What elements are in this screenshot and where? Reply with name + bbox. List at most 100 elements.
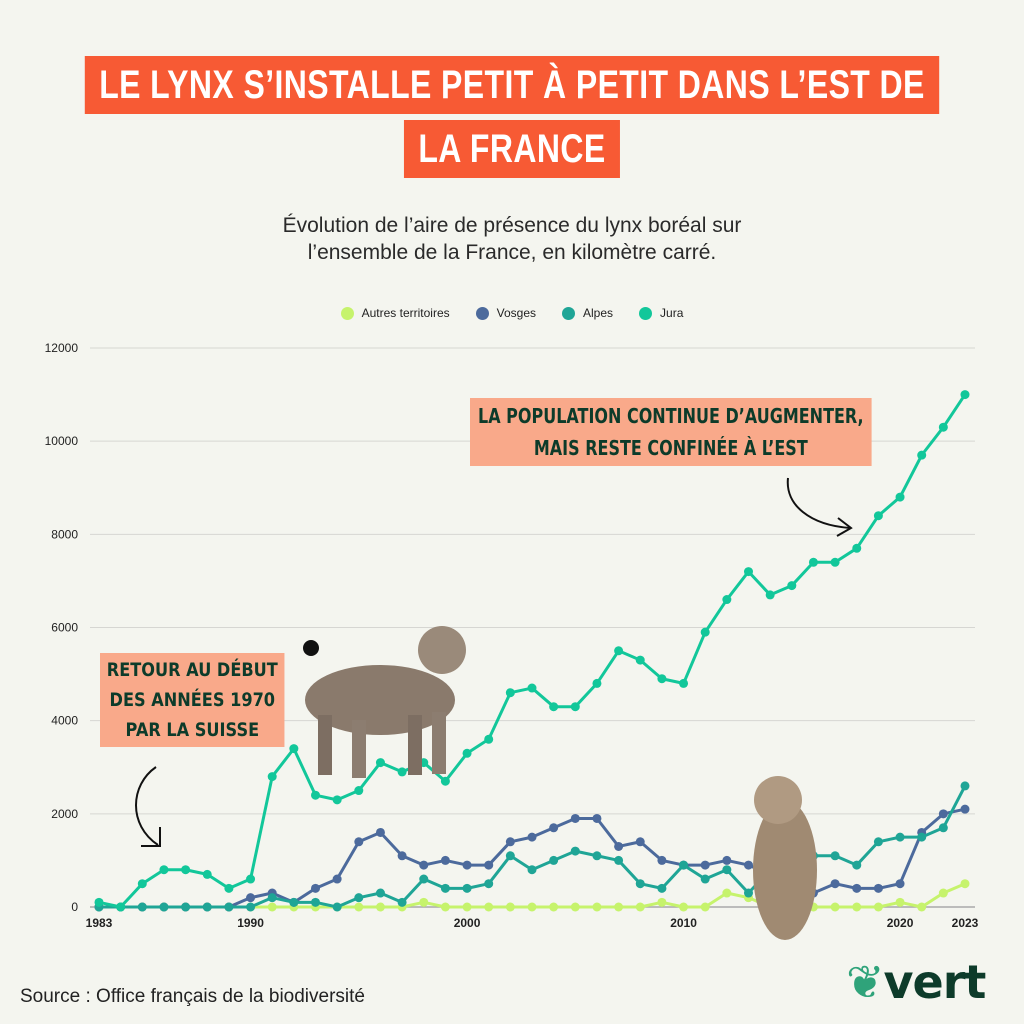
data-point: [462, 860, 472, 870]
data-point: [873, 837, 883, 847]
data-point: [744, 567, 753, 577]
series-alpes: [94, 781, 970, 912]
data-point: [289, 897, 299, 907]
lynx-tail: [303, 640, 319, 656]
data-point: [549, 855, 559, 865]
series-line: [98, 393, 967, 909]
data-point: [549, 902, 559, 912]
y-tick-label: 2000: [51, 807, 78, 821]
y-tick-label: 8000: [51, 527, 78, 541]
lynx-head: [754, 776, 802, 824]
data-point: [895, 879, 905, 889]
data-point: [873, 511, 883, 521]
data-point: [181, 865, 191, 875]
data-point: [462, 748, 472, 758]
data-point: [722, 855, 732, 865]
data-point: [440, 883, 450, 893]
x-tick-label: 1990: [237, 916, 264, 930]
y-tick-label: 12000: [45, 341, 79, 355]
data-point: [224, 883, 234, 893]
data-point: [246, 902, 256, 912]
data-point: [267, 772, 277, 782]
data-point: [722, 595, 732, 605]
data-point: [116, 902, 126, 912]
lynx-leg: [318, 715, 332, 775]
data-point: [375, 827, 385, 837]
title-line-1: LE LYNX S’INSTALLE PETIT À PETIT DANS L’…: [84, 56, 940, 114]
data-point: [873, 902, 883, 912]
data-point: [397, 851, 407, 861]
legend-swatch: [639, 306, 653, 320]
data-point: [592, 851, 602, 861]
data-point: [267, 902, 277, 912]
data-point: [440, 855, 450, 865]
legend-label: Jura: [660, 306, 684, 320]
vert-logo: ❦vert: [846, 955, 986, 1009]
annotation-population: LA POPULATION CONTINUE D’AUGMENTER, MAIS…: [470, 398, 872, 466]
data-point: [635, 655, 645, 665]
series-jura: [94, 390, 970, 912]
data-point: [484, 734, 494, 744]
title-line-2: LA FRANCE: [403, 120, 621, 178]
data-point: [765, 590, 775, 600]
data-point: [938, 823, 948, 833]
data-point: [938, 809, 948, 819]
y-tick-label: 10000: [45, 434, 79, 448]
annotation-line: MAIS RESTE CONFINÉE À L’EST: [533, 436, 808, 460]
data-point: [484, 879, 494, 889]
data-point: [960, 804, 970, 814]
data-point: [657, 674, 667, 684]
x-tick-label: 2000: [454, 916, 481, 930]
data-point: [419, 897, 429, 907]
data-point: [202, 869, 212, 879]
data-point: [94, 897, 104, 907]
x-tick-label: 2020: [887, 916, 914, 930]
data-point: [527, 902, 537, 912]
data-point: [375, 902, 385, 912]
data-point: [635, 837, 645, 847]
data-point: [505, 688, 515, 698]
data-point: [917, 832, 927, 842]
data-point: [700, 860, 710, 870]
data-point: [311, 897, 320, 907]
arrow-icon: [135, 766, 159, 846]
lynx-head: [418, 626, 466, 674]
data-point: [311, 790, 320, 800]
data-point: [419, 874, 429, 884]
data-point: [722, 888, 732, 898]
data-point: [592, 678, 602, 688]
lynx-leg: [432, 712, 446, 774]
data-point: [484, 860, 494, 870]
data-point: [960, 390, 970, 400]
series-vosges: [94, 804, 970, 912]
data-point: [440, 776, 450, 786]
data-point: [635, 879, 645, 889]
data-point: [462, 883, 472, 893]
data-point: [181, 902, 191, 912]
data-point: [852, 543, 862, 553]
data-point: [722, 865, 732, 875]
data-point: [505, 837, 515, 847]
data-point: [419, 860, 429, 870]
data-point: [852, 860, 862, 870]
data-point: [830, 902, 840, 912]
x-tick-label: 2010: [670, 916, 697, 930]
data-point: [202, 902, 212, 912]
data-point: [354, 893, 364, 903]
data-point: [657, 883, 667, 893]
data-point: [462, 902, 472, 912]
data-point: [895, 832, 905, 842]
data-point: [873, 883, 883, 893]
lynx-sitting-image: [753, 776, 817, 940]
data-point: [289, 744, 299, 754]
data-point: [700, 627, 710, 637]
y-tick-label: 6000: [51, 621, 78, 635]
data-point: [895, 897, 905, 907]
annotation-line: PAR LA SUISSE: [125, 719, 260, 741]
arrow-head-icon: [141, 827, 161, 847]
subtitle-line: Évolution de l’aire de présence du lynx …: [282, 214, 742, 237]
data-point: [614, 646, 624, 656]
annotation-line: DES ANNÉES 1970: [109, 689, 276, 711]
data-point: [679, 860, 689, 870]
data-point: [505, 902, 515, 912]
